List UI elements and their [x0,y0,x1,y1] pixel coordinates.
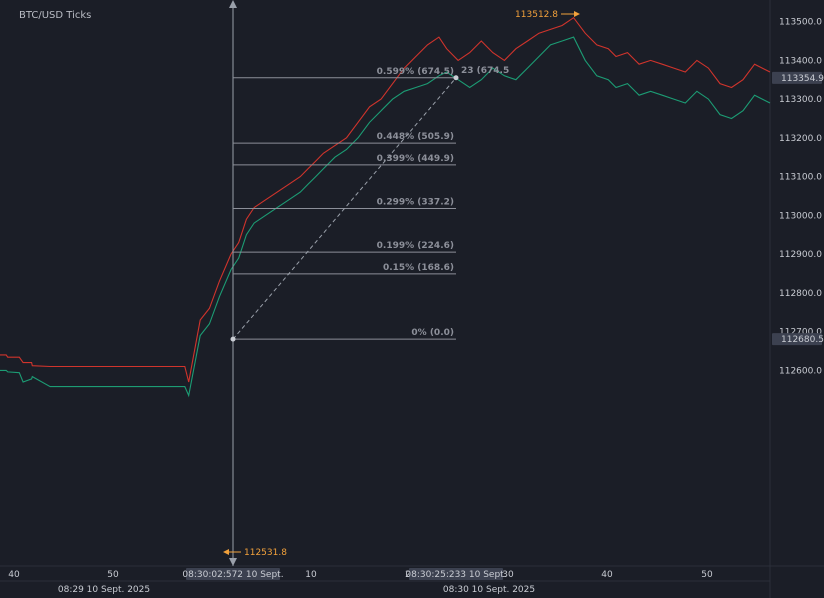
crosshair-price-label: 112680.5 [781,335,824,345]
crosshair-price-badge [772,333,822,346]
price-series-line [0,36,771,398]
fib-level-label: 0.399% (449.9) [377,154,454,164]
crosshair-time-right: 08:30:25:233 10 Sept. [405,570,506,580]
x-tick-label: 50 [107,570,119,580]
trend-handle-start [230,336,236,342]
fib-level-label: 0.448% (505.9) [377,132,454,142]
x-tick-label: 2 [405,570,411,580]
fib-level-label: 0.199% (224.6) [377,241,454,251]
crosshair-time-badge-left [186,568,280,580]
y-tick-label: 112700.0 [779,328,822,338]
y-axis-pane [770,0,824,598]
y-tick-label: 113500.0 [779,18,822,28]
y-tick-label: 112900.0 [779,250,822,260]
x-date-label: 08:30 10 Sept. 2025 [443,585,535,595]
y-tick-label: 113100.0 [779,173,822,183]
trend-label: 23 (674.5 [461,66,509,76]
fib-level-label: 0% (0.0) [411,328,454,338]
y-tick-label: 112800.0 [779,289,822,299]
current-price-badge [772,71,822,84]
price-series-line [0,16,771,383]
x-tick-label: 40 [8,570,20,580]
x-tick-label: 40 [601,570,613,580]
current-price-label: 113354.9 [781,74,824,84]
crosshair-arrow-up [229,0,237,8]
crosshair-arrow-down [229,558,237,566]
trend-dashed-line [232,77,457,340]
y-tick-label: 112600.0 [779,366,822,376]
high-annotation: 113512.8 [515,10,558,20]
y-tick-label: 113200.0 [779,134,822,144]
fib-level-label: 0.299% (337.2) [377,197,454,207]
x-tick-label: 30 [502,570,514,580]
crosshair-time-badge-right [409,568,503,580]
trend-handle-end [453,75,459,81]
chart-title: BTC/USD Ticks [19,10,92,21]
fib-level-label: 0.599% (674.5) [377,67,454,77]
y-tick-label: 113000.0 [779,211,822,221]
x-date-label: 08:29 10 Sept. 2025 [58,585,150,595]
low-annotation-arrowhead [223,549,229,555]
low-annotation: 112531.8 [244,548,287,558]
fib-level-label: 0.15% (168.6) [383,263,454,273]
high-annotation-arrowhead [574,11,580,17]
crosshair-time-left: 08:30:02:572 10 Sept. [182,570,283,580]
x-tick-label: 10 [305,570,317,580]
y-tick-label: 113300.0 [779,95,822,105]
y-tick-label: 113400.0 [779,56,822,66]
x-tick-label: 50 [701,570,713,580]
